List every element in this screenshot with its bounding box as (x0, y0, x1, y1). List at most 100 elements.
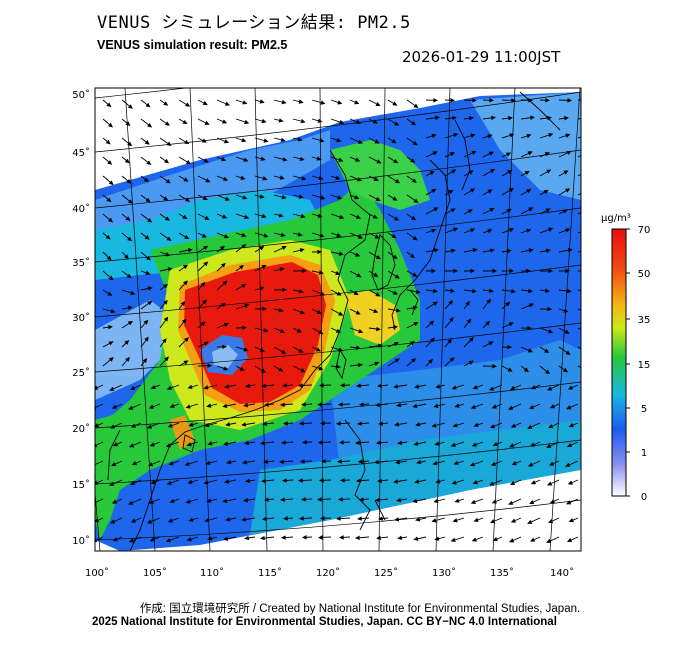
wind-arrow-head (320, 459, 326, 464)
wind-arrow-head (146, 519, 153, 524)
wind-arrow-head (205, 460, 211, 465)
wind-arrow-head (201, 233, 207, 238)
wind-arrow-head (566, 150, 572, 155)
wind-arrow-head (544, 348, 550, 353)
wind-arrow-head (567, 247, 573, 253)
wind-arrow-head (472, 385, 478, 390)
wind-arrow-head (125, 121, 131, 126)
wind-arrow-head (261, 478, 266, 484)
wind-arrow-head (143, 319, 149, 325)
wind-arrow-head (150, 384, 156, 390)
wind-arrow-head (432, 460, 438, 466)
wind-arrow-head (396, 402, 402, 408)
wind-arrow-head (528, 207, 534, 212)
wind-arrow-head (355, 478, 361, 483)
wind-arrow-head (163, 196, 169, 201)
wind-arrow-head (166, 385, 172, 390)
wind-arrow-head (336, 364, 341, 369)
wind-arrow-head (146, 424, 153, 429)
wind-arrow-head (492, 363, 498, 369)
wind-arrow-head (279, 402, 285, 407)
wind-arrow-head (167, 267, 173, 272)
wind-arrow-head (185, 197, 191, 202)
latitude-label: 15˚ (72, 479, 90, 491)
wind-arrow-head (489, 386, 495, 391)
wind-arrow-head (473, 422, 479, 427)
wind-arrow-head (262, 421, 267, 427)
wind-arrow-head (453, 268, 459, 274)
wind-arrow (95, 498, 104, 504)
wind-arrow-head (188, 422, 194, 427)
wind-arrow-head (547, 386, 553, 391)
wind-arrow-head (147, 300, 153, 306)
wind-arrow-head (242, 460, 248, 465)
wind-arrow-head (281, 99, 287, 105)
timestamp: 2026-01-29 11:00JST (402, 48, 561, 66)
wind-arrow-head (468, 336, 474, 342)
wind-arrow-head (447, 338, 453, 344)
wind-arrow-head (129, 480, 136, 485)
wind-arrow-head (164, 158, 170, 164)
wind-arrow-head (567, 288, 572, 294)
latitude-axis: 10˚ 15˚ 20˚ 25˚ 30˚ 35˚ 40˚ 45˚ 50˚ (72, 89, 90, 547)
wind-arrow-head (203, 385, 209, 390)
wind-arrow-head (527, 348, 533, 353)
wind-arrow-head (509, 268, 515, 274)
wind-arrow-head (126, 273, 132, 279)
wind-arrow-head (548, 268, 554, 274)
wind-arrow-head (263, 459, 268, 464)
wind-arrow-head (374, 361, 380, 366)
wind-arrow-head (245, 383, 251, 389)
indochina-coastline (107, 429, 171, 551)
wind-arrow-head (547, 306, 553, 312)
wind-arrow-head (433, 498, 439, 504)
wind-arrow-head (528, 288, 533, 294)
wind-arrow-head (397, 440, 403, 446)
colorbar-tick-label: 5 (641, 404, 647, 415)
wind-arrow-head (281, 349, 287, 354)
wind-arrow (95, 403, 104, 409)
wind-arrow-head (181, 318, 187, 324)
wind-arrow-head (223, 176, 229, 181)
wind-arrow-head (465, 300, 470, 306)
wind-arrow-head (585, 209, 589, 212)
wind-arrow-head (263, 138, 269, 143)
wind-arrow-head (432, 301, 438, 306)
latitude-label: 35˚ (72, 257, 90, 269)
wind-arrow-head (187, 247, 193, 253)
wind-arrow-head (244, 214, 250, 220)
wind-arrow (577, 136, 581, 139)
wind-arrow-head (200, 281, 206, 287)
wind-arrow-head (435, 384, 441, 389)
wind-arrow-head (111, 404, 118, 409)
wind-arrow-head (242, 325, 248, 331)
wind-arrow-head (545, 208, 551, 213)
wind-arrow-head (567, 98, 573, 103)
wind-arrow-head (202, 195, 208, 200)
kamchatka-coastline (519, 91, 561, 131)
longitude-label: 125˚ (374, 567, 398, 579)
wind-arrow-head (282, 421, 288, 426)
wind-arrow-head (278, 307, 284, 313)
wind-arrow-head (397, 535, 403, 541)
wind-arrow-head (449, 357, 455, 362)
wind-arrow-head (489, 481, 495, 486)
wind-arrow-head (125, 356, 130, 362)
wind-arrow-head (545, 248, 551, 253)
wind-arrow-head (355, 214, 362, 219)
wind-arrow-head (187, 479, 193, 485)
wind-arrow-head (357, 459, 363, 464)
wind-arrow-head (546, 443, 552, 448)
wind-arrow-head (357, 139, 363, 144)
wind-arrow-head (450, 537, 456, 542)
wind-arrow-head (243, 402, 249, 408)
wind-arrow-head (105, 139, 111, 145)
wind-arrow-head (583, 230, 587, 233)
wind-arrow-head (244, 440, 250, 446)
wind-arrow-head (411, 178, 417, 183)
wind-arrow-head (375, 196, 381, 201)
wind-arrow-head (150, 479, 156, 485)
wind-arrow-head (224, 101, 230, 106)
wind-arrow-head (548, 227, 554, 232)
